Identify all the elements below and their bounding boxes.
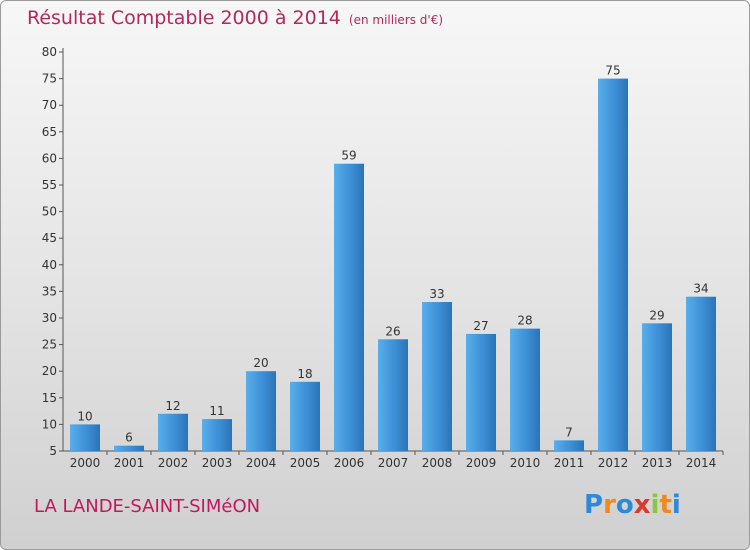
- x-tick-label: 2012: [598, 456, 629, 470]
- y-tick-label: 5: [49, 444, 57, 458]
- y-tick-label: 25: [42, 338, 57, 352]
- logo-letter: t: [659, 490, 672, 520]
- logo-letter: o: [615, 490, 634, 520]
- chart-subtitle: (en milliers d'€): [348, 13, 444, 27]
- data-label: 10: [77, 409, 92, 423]
- y-tick-label: 10: [42, 417, 57, 431]
- y-tick-label: 20: [42, 364, 57, 378]
- x-tick-label: 2014: [686, 456, 717, 470]
- x-tick-label: 2003: [202, 456, 233, 470]
- location-label: LA LANDE-SAINT-SIMéON: [34, 496, 261, 517]
- data-label: 7: [565, 425, 573, 439]
- x-tick-label: 2006: [334, 456, 365, 470]
- x-tick-label: 2002: [158, 456, 189, 470]
- bar: [290, 381, 320, 451]
- logo-letter: i: [650, 490, 660, 520]
- y-tick-label: 50: [42, 205, 57, 219]
- bar: [554, 440, 584, 451]
- x-tick-label: 2004: [246, 456, 277, 470]
- data-label: 34: [693, 282, 708, 296]
- y-tick-label: 45: [42, 231, 57, 245]
- proxiti-logo: Proxiti: [584, 490, 681, 520]
- chart-title-text: Résultat Comptable 2000 à 2014: [27, 7, 341, 29]
- y-tick-label: 40: [42, 258, 57, 272]
- bar: [466, 333, 496, 451]
- data-label: 59: [341, 149, 356, 163]
- bar: [70, 424, 100, 451]
- x-tick-label: 2013: [642, 456, 673, 470]
- y-tick-label: 30: [42, 311, 57, 325]
- y-tick-label: 70: [42, 98, 57, 112]
- logo-letter: i: [671, 490, 681, 520]
- bar: [334, 163, 364, 451]
- data-label: 28: [517, 314, 532, 328]
- bar: [158, 413, 188, 451]
- data-label: 33: [429, 287, 444, 301]
- data-label: 11: [209, 404, 224, 418]
- logo-letter: r: [603, 490, 616, 520]
- data-label: 26: [385, 324, 400, 338]
- y-tick-label: 35: [42, 284, 57, 298]
- data-labels: 10 6 12 11 20 18 59 26 33 27 28 7 75 29 34: [77, 64, 708, 445]
- bars: [70, 78, 716, 451]
- logo-letter: x: [633, 490, 651, 520]
- bar: [202, 419, 232, 451]
- x-tick-label: 2008: [422, 456, 453, 470]
- x-tick-label: 2011: [554, 456, 585, 470]
- x-tick-label: 2000: [70, 456, 101, 470]
- y-tick-label: 75: [42, 72, 57, 86]
- bar-chart: 5 10 15 20 25 30 35 40 45 50 55 60 65 70 75 80 2000 2001 2…: [42, 45, 724, 470]
- y-tick-label: 80: [42, 45, 57, 59]
- bar: [378, 339, 408, 451]
- bar: [422, 302, 452, 451]
- data-label: 29: [649, 308, 664, 322]
- x-tick-label: 2010: [510, 456, 541, 470]
- logo-letter: P: [584, 490, 604, 520]
- data-label: 75: [605, 64, 620, 78]
- data-label: 27: [473, 319, 488, 333]
- y-tick-label: 15: [42, 391, 57, 405]
- y-tick-label: 55: [42, 178, 57, 192]
- y-tick-label: 65: [42, 125, 57, 139]
- bar: [510, 328, 540, 451]
- bar: [246, 371, 276, 451]
- data-label: 18: [297, 367, 312, 381]
- data-label: 6: [125, 431, 133, 445]
- y-tick-label: 60: [42, 151, 57, 165]
- bar: [686, 296, 716, 451]
- x-tick-label: 2001: [114, 456, 145, 470]
- data-label: 20: [253, 356, 268, 370]
- x-tick-label: 2007: [378, 456, 409, 470]
- bar: [598, 78, 628, 451]
- bar: [114, 445, 144, 451]
- bar: [642, 323, 672, 451]
- data-label: 12: [165, 399, 180, 413]
- x-tick-label: 2005: [290, 456, 321, 470]
- x-tick-label: 2009: [466, 456, 497, 470]
- chart-title: Résultat Comptable 2000 à 2014 (en millie…: [27, 7, 443, 29]
